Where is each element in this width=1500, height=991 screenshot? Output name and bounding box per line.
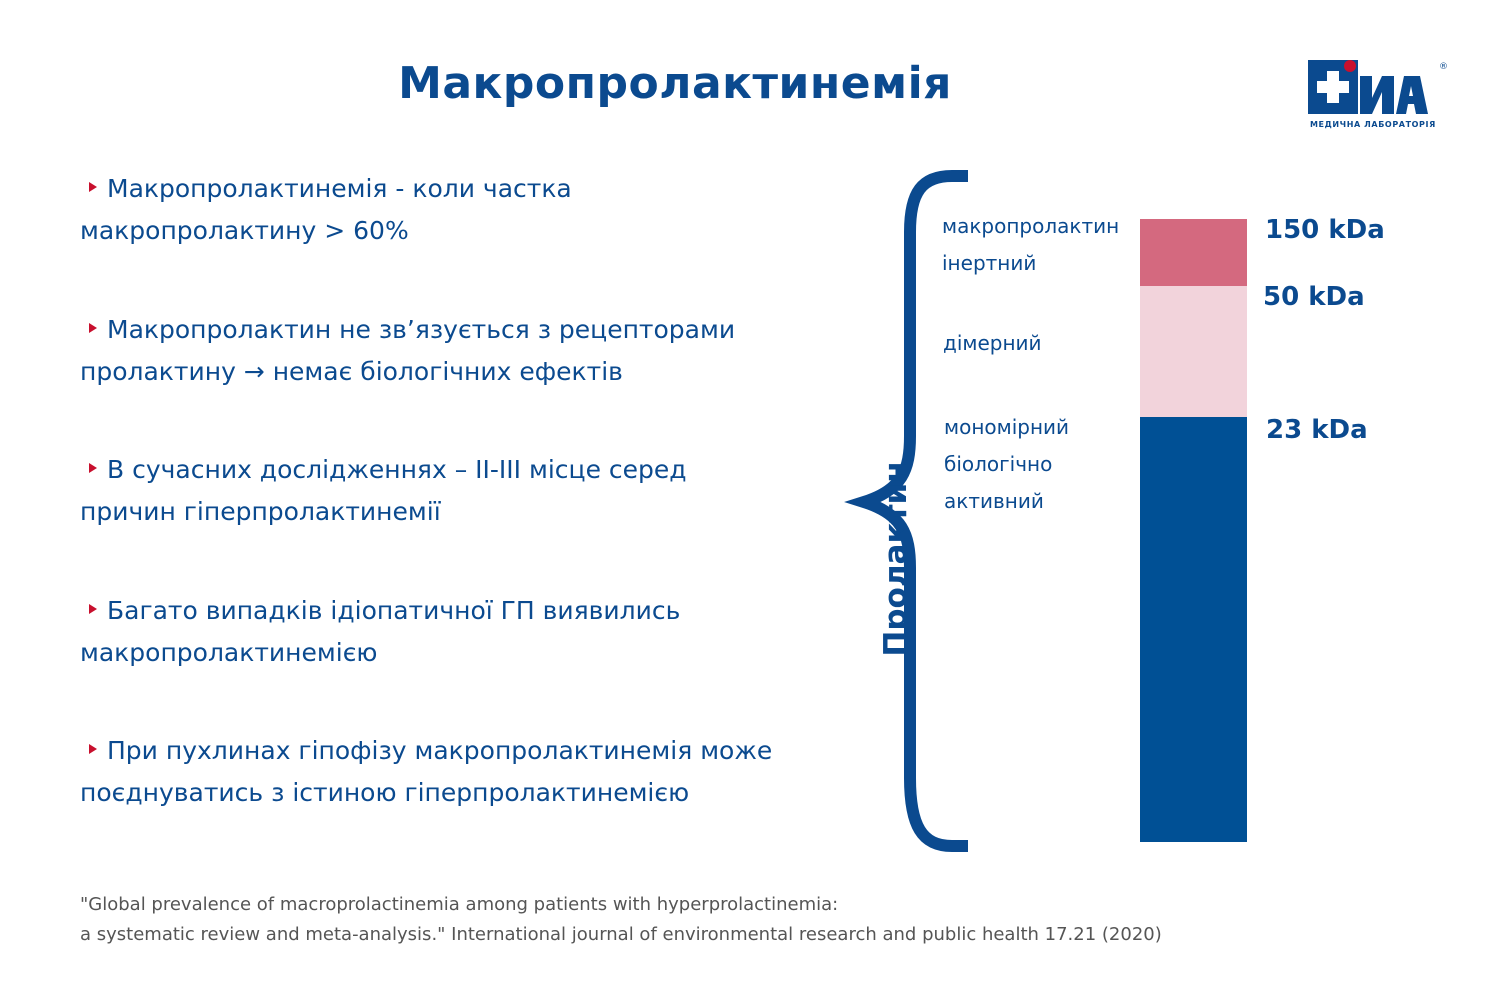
reference-line1: "Global prevalence of macroprolactinemia… — [80, 894, 839, 915]
bullet-text-line2: макропролактинемією — [80, 638, 378, 667]
bar-segment-dimer — [1140, 286, 1247, 417]
bar-segment-macro — [1140, 219, 1247, 286]
bullet-text-line2: пролактину → немає біологічних ефектів — [80, 357, 623, 386]
macroprolactin-label: макропролактин інертний — [942, 208, 1119, 282]
bullet-text-line1: При пухлинах гіпофізу макропролактинемія… — [107, 736, 773, 765]
bullet-arrow-icon — [89, 323, 97, 333]
bullet-item: При пухлинах гіпофізу макропролактинемія… — [80, 730, 780, 814]
bullet-text-line1: Макропролактин не зв’язується з рецептор… — [107, 315, 736, 344]
bullet-text-line1: Макропролактинемія - коли частка — [107, 174, 572, 203]
medical-cross-icon — [1308, 60, 1428, 114]
form-label-line: дімерний — [943, 331, 1042, 355]
bullet-arrow-icon — [89, 744, 97, 754]
prolactin-diagram: Пролактин макропролактин інертний дімерн… — [800, 160, 1450, 870]
bar-segment-monomer — [1140, 417, 1247, 842]
bullet-arrow-icon — [89, 463, 97, 473]
prolactin-label: Пролактин — [878, 461, 914, 657]
monomeric-label: мономірний біологічно активний — [944, 409, 1069, 520]
weight-150-label: 150 kDa — [1265, 215, 1385, 245]
form-label-line: макропролактин — [942, 214, 1120, 238]
bullet-arrow-icon — [89, 604, 97, 614]
page-title: Макропролактинемія — [398, 58, 952, 109]
bullet-text-line2: макропролактину > 60% — [80, 216, 409, 245]
form-label-line: біологічно — [944, 452, 1053, 476]
bullet-item: Багато випадків ідіопатичної ГП виявилис… — [80, 590, 780, 674]
curly-brace-icon — [844, 170, 968, 852]
weight-50-label: 50 kDa — [1263, 282, 1365, 312]
reference-line2: a systematic review and meta-analysis." … — [80, 924, 1162, 945]
bullet-text-line2: причин гіперпролактинемії — [80, 497, 441, 526]
bullet-item: В сучасних дослідженнях – II-III місце с… — [80, 449, 780, 533]
form-label-line: мономірний — [944, 415, 1070, 439]
bullet-text-line2: поєднуватись з істиною гіперпролактинемі… — [80, 778, 690, 807]
form-label-line: інертний — [942, 251, 1037, 275]
dimeric-label: дімерний — [943, 325, 1042, 362]
bullet-text-line1: Багато випадків ідіопатичної ГП виявилис… — [107, 596, 681, 625]
logo-subtitle: МЕДИЧНА ЛАБОРАТОРІЯ — [1310, 120, 1436, 129]
reference-citation: "Global prevalence of macroprolactinemia… — [80, 890, 1280, 950]
weight-23-label: 23 kDa — [1266, 415, 1368, 445]
bullet-arrow-icon — [89, 182, 97, 192]
bullet-item: Макропролактин не зв’язується з рецептор… — [80, 309, 780, 393]
dila-logo: ® МЕДИЧНА ЛАБОРАТОРІЯ — [1308, 58, 1448, 132]
registered-mark: ® — [1439, 62, 1448, 72]
form-label-line: активний — [944, 489, 1044, 513]
bullet-text-line1: В сучасних дослідженнях – II-III місце с… — [107, 455, 687, 484]
bullet-item: Макропролактинемія - коли частка макропр… — [80, 168, 780, 252]
